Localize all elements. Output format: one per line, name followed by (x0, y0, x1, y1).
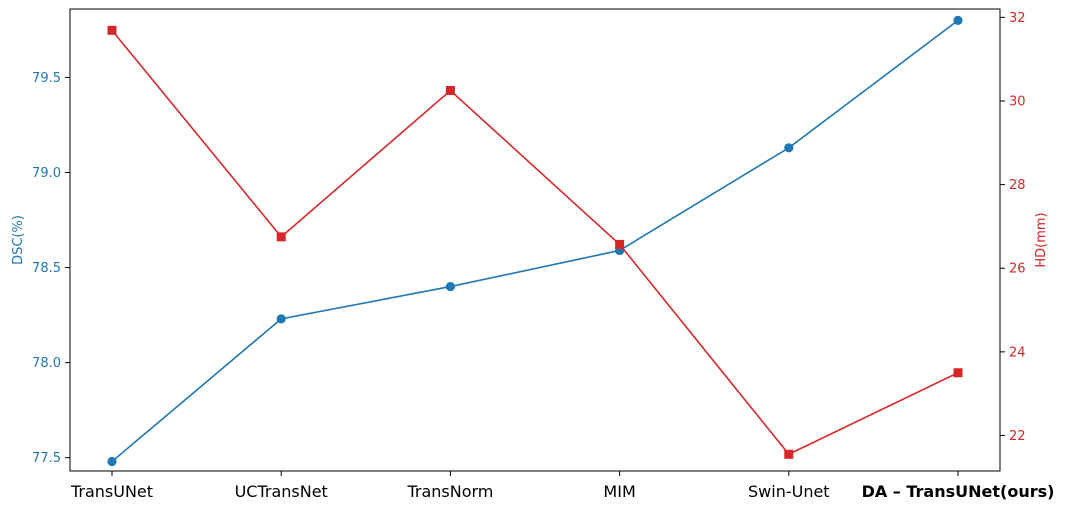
right-tick-label: 26 (1009, 262, 1026, 277)
series-line (111, 29, 959, 456)
right-tick-label: 30 (1009, 94, 1026, 109)
left-tick-label: 77.5 (32, 451, 61, 466)
data-point-circle (953, 15, 963, 26)
x-tick-label: Swin-Unet (748, 482, 830, 501)
data-point-circle (784, 143, 794, 153)
x-tick-label: TransUNet (70, 482, 153, 501)
x-axis-ticks: TransUNet UCTransNet TransNorm MIM Swin-Unet… (70, 471, 1054, 501)
y-axis-label-right: HD(mm) (1034, 212, 1049, 267)
x-tick-label: TransNorm (406, 482, 493, 501)
x-tick-label: DA – TransUNet(ours) (862, 482, 1055, 501)
data-point-circle (107, 456, 117, 467)
left-tick-label: 78.0 (32, 356, 61, 371)
right-tick-label: 24 (1009, 345, 1026, 360)
data-point-square (953, 368, 963, 378)
right-tick-label: 22 (1009, 429, 1026, 444)
left-tick-label: 79.0 (32, 166, 61, 181)
data-point-square (445, 86, 455, 96)
data-point-square (784, 449, 794, 459)
series-dsc- (107, 15, 963, 467)
left-axis-ticks: 77.5 78.0 78.5 79.0 79.5 (32, 71, 70, 466)
data-point-circle (276, 314, 286, 324)
y-axis-label-left: DSC(%) (11, 215, 26, 265)
right-tick-label: 32 (1009, 11, 1026, 26)
plot-area (69, 8, 1001, 472)
right-tick-label: 28 (1009, 178, 1026, 193)
data-point-square (276, 232, 286, 242)
right-axis-ticks: 22 24 26 28 30 32 (1000, 11, 1026, 444)
left-tick-label: 79.5 (32, 71, 61, 86)
x-tick-label: UCTransNet (235, 482, 328, 501)
data-point-square (107, 25, 117, 35)
data-point-square (615, 239, 625, 249)
left-tick-label: 78.5 (32, 261, 61, 276)
series-layer (107, 15, 963, 467)
data-point-circle (445, 281, 455, 292)
series-hd-mm- (107, 25, 963, 459)
x-tick-label: MIM (603, 482, 635, 501)
series-line (111, 19, 959, 463)
